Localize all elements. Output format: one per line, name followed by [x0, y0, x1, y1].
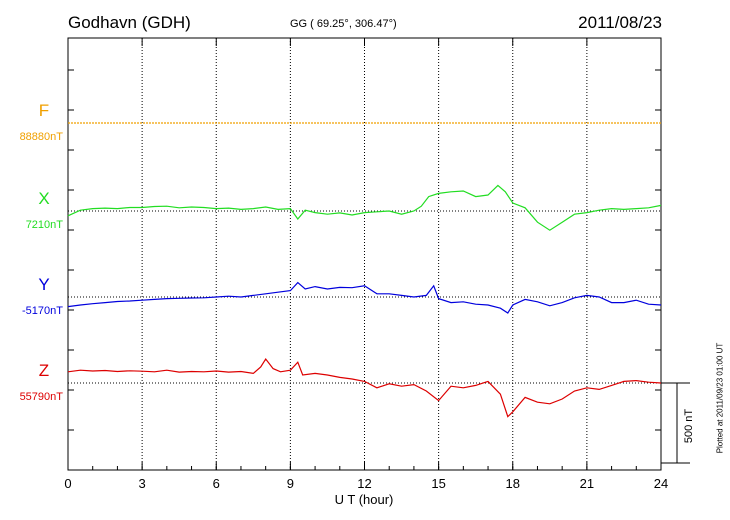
chart-date: 2011/08/23	[578, 13, 662, 32]
series-baseline-label-f: 88880nT	[20, 131, 64, 143]
series-baseline-label-x: 7210nT	[26, 219, 64, 231]
station-coordinates: GG ( 69.25°, 306.47°)	[290, 18, 397, 30]
x-tick-label: 21	[580, 476, 594, 491]
series-line-y	[67, 281, 662, 314]
x-axis-label: U T (hour)	[334, 492, 394, 507]
series-line-z	[67, 357, 662, 418]
scale-bar-label: 500 nT	[683, 408, 695, 444]
series-baseline-label-y: -5170nT	[22, 305, 63, 317]
x-tick-label: 6	[213, 476, 220, 491]
series-name-z: Z	[39, 361, 49, 380]
x-tick-label: 15	[431, 476, 445, 491]
series-line-x	[67, 184, 662, 231]
x-tick-label: 12	[357, 476, 371, 491]
x-tick-label: 18	[506, 476, 520, 491]
series-name-x: X	[38, 189, 49, 208]
series-name-y: Y	[38, 275, 49, 294]
x-tick-label: 0	[64, 476, 71, 491]
x-tick-label: 24	[654, 476, 668, 491]
series-name-f: F	[39, 101, 49, 120]
series-baseline-label-z: 55790nT	[20, 391, 64, 403]
plotted-timestamp: Plotted at 2011/09/23 01:00 UT	[715, 342, 725, 454]
station-title: Godhavn (GDH)	[68, 13, 191, 32]
x-tick-label: 3	[139, 476, 146, 491]
x-tick-label: 9	[287, 476, 294, 491]
